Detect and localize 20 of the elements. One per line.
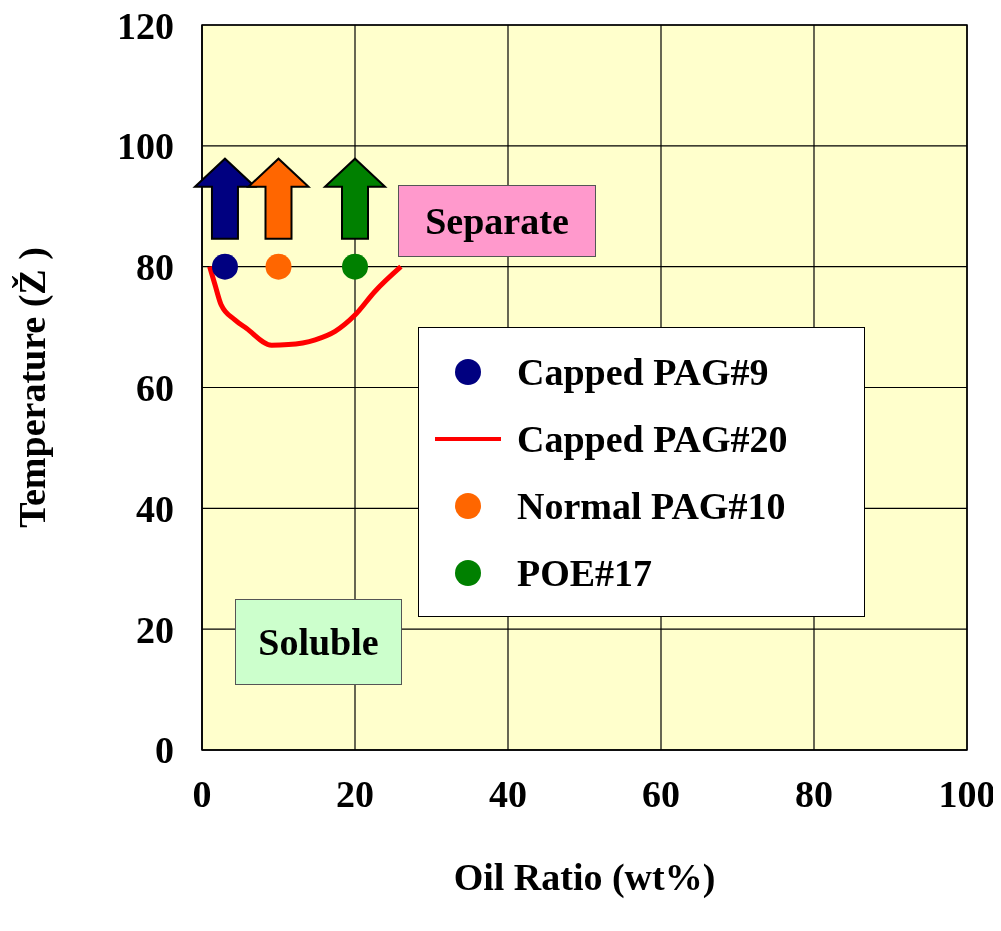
x-tick-label: 20 [336, 772, 374, 815]
y-axis-title: Temperature (Ž ) [11, 247, 55, 528]
x-tick-label: 80 [795, 772, 833, 815]
y-tick-label: 100 [117, 125, 174, 168]
x-tick-label: 60 [642, 772, 680, 815]
y-tick-label: 40 [136, 487, 174, 530]
y-tick-label: 20 [136, 608, 174, 651]
legend-label: Normal PAG#10 [517, 483, 786, 528]
y-tick-label: 60 [136, 366, 174, 409]
x-tick-label: 40 [489, 772, 527, 815]
y-tick-label: 0 [155, 729, 174, 772]
x-tick-label: 0 [192, 772, 212, 815]
legend-label: POE#17 [517, 550, 653, 595]
annotation: Soluble [235, 599, 402, 685]
annotation: Separate [398, 185, 596, 257]
legend-label: Capped PAG#9 [517, 349, 769, 394]
y-tick-label: 120 [117, 4, 174, 47]
y-tick-label: 80 [136, 246, 174, 289]
legend-label: Capped PAG#20 [517, 416, 788, 461]
x-axis-title: Oil Ratio (wt%) [453, 856, 716, 899]
